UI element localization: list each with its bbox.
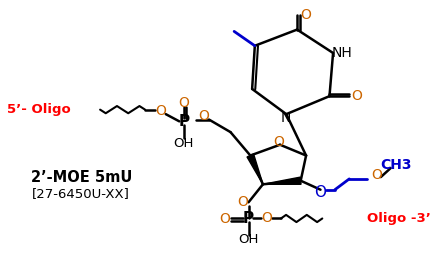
Text: O: O <box>238 195 249 209</box>
Text: OH: OH <box>238 233 259 246</box>
Text: CH3: CH3 <box>380 157 412 171</box>
Text: 5’- Oligo: 5’- Oligo <box>7 103 71 116</box>
Text: O: O <box>198 109 209 123</box>
Text: [27-6450U-XX]: [27-6450U-XX] <box>32 187 130 200</box>
Text: P: P <box>243 211 254 226</box>
Polygon shape <box>263 177 301 184</box>
Text: N: N <box>281 111 292 125</box>
Text: O: O <box>301 8 312 22</box>
Text: O: O <box>155 104 166 118</box>
Text: O: O <box>314 185 327 200</box>
Text: O: O <box>371 168 382 182</box>
Text: NH: NH <box>332 46 352 60</box>
Text: O: O <box>261 212 272 226</box>
Text: O: O <box>351 89 362 103</box>
Text: OH: OH <box>174 137 194 150</box>
Text: O: O <box>178 96 189 110</box>
Text: O: O <box>274 135 285 149</box>
Polygon shape <box>247 154 263 184</box>
Text: Oligo -3’: Oligo -3’ <box>367 212 431 225</box>
Text: P: P <box>178 114 189 129</box>
Text: O: O <box>220 212 231 226</box>
Text: 2’-MOE 5mU: 2’-MOE 5mU <box>31 170 132 185</box>
